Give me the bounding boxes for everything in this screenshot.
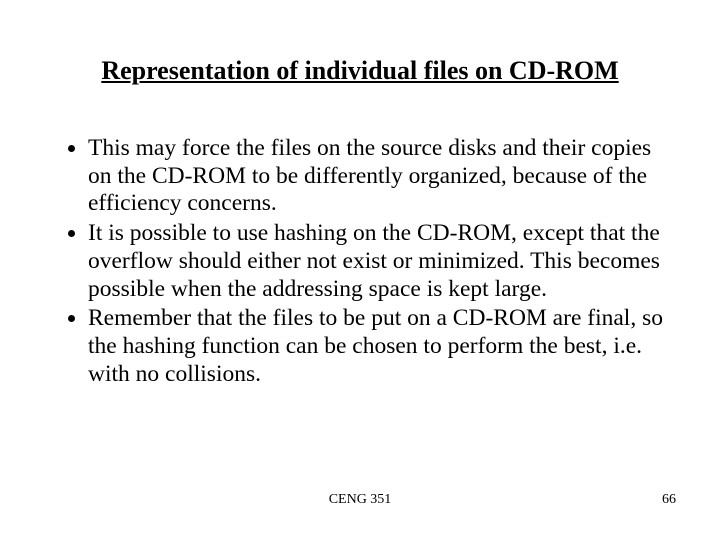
footer-page-number: 66 — [662, 492, 676, 508]
slide: Representation of individual files on CD… — [0, 0, 720, 540]
slide-title: Representation of individual files on CD… — [0, 56, 720, 86]
footer-course-code: CENG 351 — [0, 492, 720, 508]
list-item: This may force the files on the source d… — [88, 135, 675, 218]
bullet-list: This may force the files on the source d… — [60, 135, 675, 390]
list-item: Remember that the files to be put on a C… — [88, 305, 675, 388]
list-item: It is possible to use hashing on the CD-… — [88, 220, 675, 303]
